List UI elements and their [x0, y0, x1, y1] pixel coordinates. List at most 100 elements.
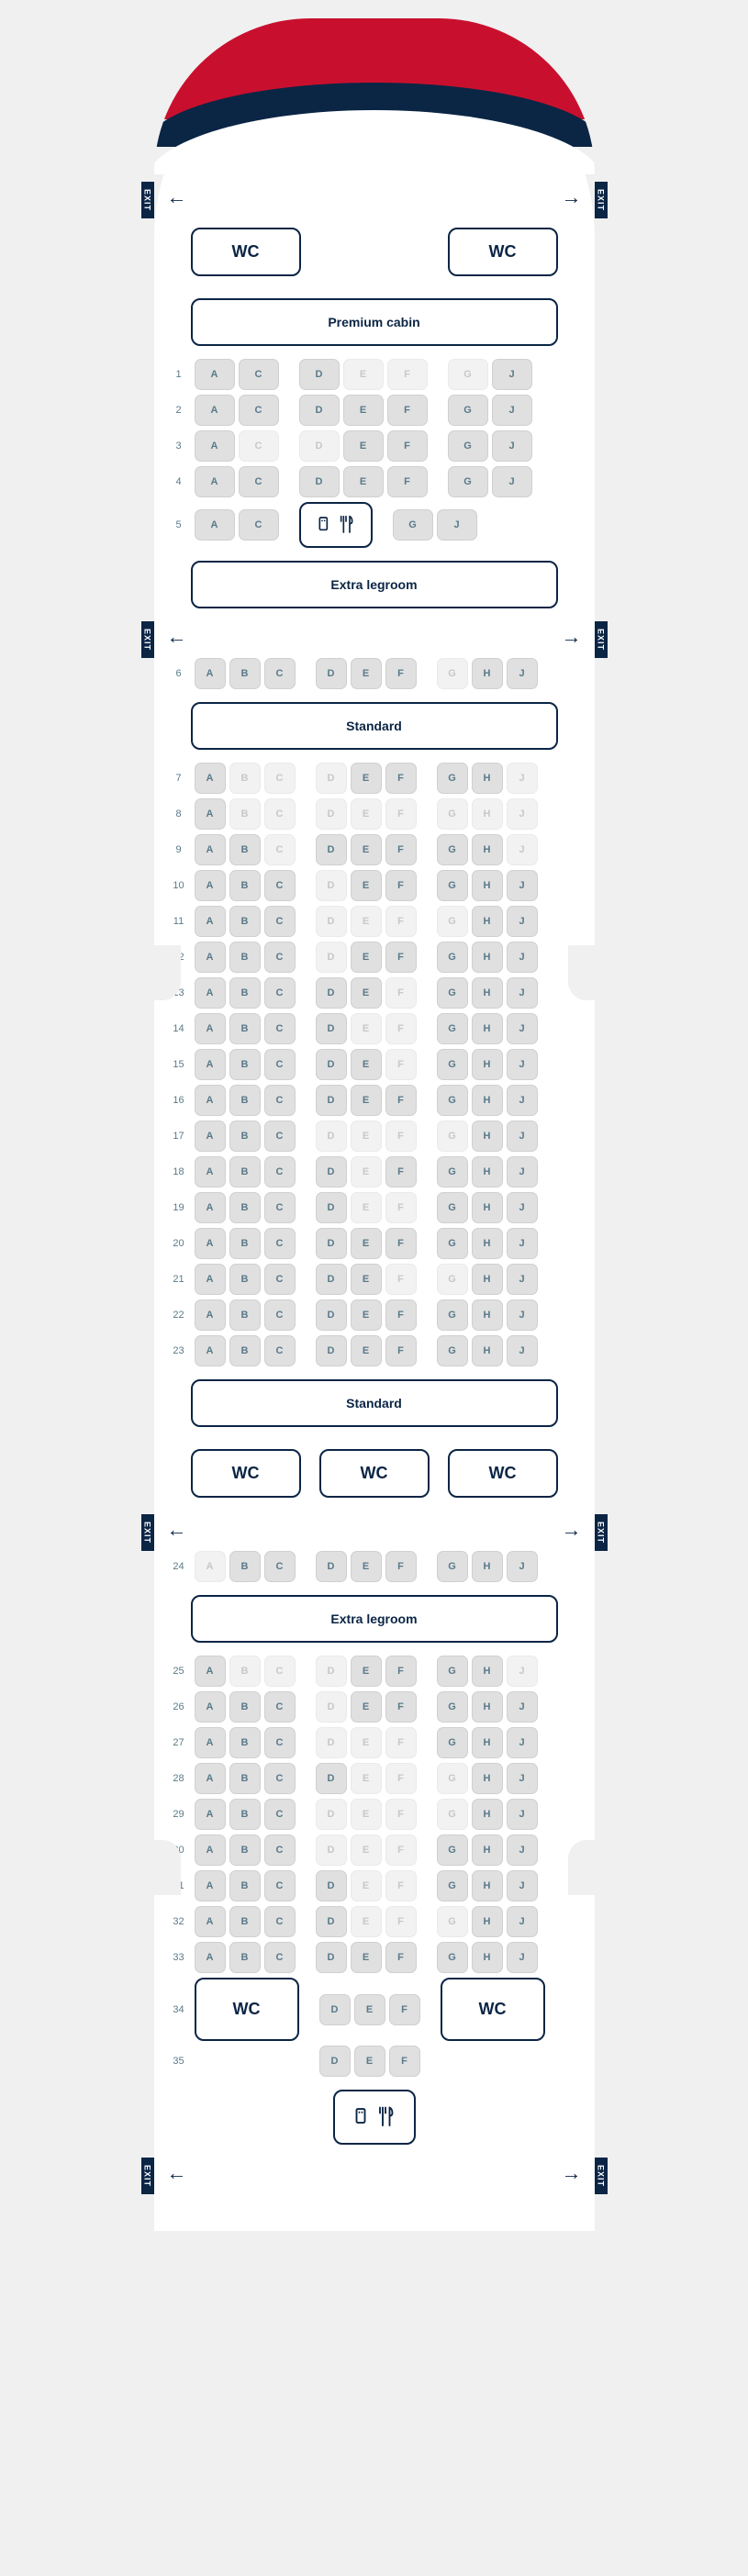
seat[interactable]: D: [316, 870, 347, 901]
seat[interactable]: J: [492, 430, 532, 462]
seat[interactable]: H: [472, 1906, 503, 1937]
seat[interactable]: J: [492, 359, 532, 390]
seat[interactable]: G: [448, 430, 488, 462]
seat[interactable]: A: [195, 1727, 226, 1758]
seat[interactable]: D: [316, 1727, 347, 1758]
seat[interactable]: A: [195, 359, 235, 390]
seat[interactable]: E: [351, 1870, 382, 1901]
seat[interactable]: E: [351, 942, 382, 973]
seat[interactable]: E: [351, 658, 382, 689]
seat[interactable]: F: [385, 1799, 417, 1830]
seat[interactable]: C: [264, 834, 296, 865]
seat[interactable]: C: [264, 1192, 296, 1223]
seat[interactable]: F: [387, 430, 428, 462]
seat[interactable]: E: [351, 870, 382, 901]
seat[interactable]: B: [229, 1335, 261, 1366]
seat[interactable]: C: [264, 1799, 296, 1830]
seat[interactable]: G: [448, 359, 488, 390]
seat[interactable]: B: [229, 1691, 261, 1723]
seat[interactable]: D: [316, 1156, 347, 1188]
seat[interactable]: J: [507, 1156, 538, 1188]
seat[interactable]: E: [351, 1727, 382, 1758]
seat[interactable]: D: [316, 977, 347, 1009]
seat[interactable]: J: [507, 1799, 538, 1830]
seat[interactable]: A: [195, 1085, 226, 1116]
seat[interactable]: G: [437, 1049, 468, 1080]
seat[interactable]: A: [195, 1228, 226, 1259]
seat[interactable]: H: [472, 1799, 503, 1830]
seat[interactable]: J: [507, 1335, 538, 1366]
seat[interactable]: D: [316, 1264, 347, 1295]
seat[interactable]: C: [264, 977, 296, 1009]
seat[interactable]: J: [507, 870, 538, 901]
seat[interactable]: J: [507, 1192, 538, 1223]
seat[interactable]: D: [316, 1013, 347, 1044]
seat[interactable]: C: [264, 1264, 296, 1295]
seat[interactable]: E: [351, 1299, 382, 1331]
seat[interactable]: J: [507, 834, 538, 865]
seat[interactable]: C: [264, 1121, 296, 1152]
seat[interactable]: F: [385, 1656, 417, 1687]
seat[interactable]: D: [316, 1942, 347, 1973]
seat[interactable]: A: [195, 977, 226, 1009]
seat[interactable]: D: [316, 763, 347, 794]
seat[interactable]: H: [472, 1192, 503, 1223]
seat[interactable]: A: [195, 395, 235, 426]
seat[interactable]: E: [343, 466, 384, 497]
seat[interactable]: H: [472, 1085, 503, 1116]
seat[interactable]: G: [437, 763, 468, 794]
seat[interactable]: J: [492, 395, 532, 426]
seat[interactable]: B: [229, 1727, 261, 1758]
seat[interactable]: G: [437, 1656, 468, 1687]
seat[interactable]: G: [437, 1834, 468, 1866]
seat[interactable]: A: [195, 906, 226, 937]
seat[interactable]: E: [351, 1264, 382, 1295]
seat[interactable]: B: [229, 942, 261, 973]
seat[interactable]: A: [195, 1264, 226, 1295]
seat[interactable]: J: [507, 1763, 538, 1794]
seat[interactable]: E: [351, 834, 382, 865]
seat[interactable]: G: [437, 1727, 468, 1758]
seat[interactable]: D: [299, 466, 340, 497]
seat[interactable]: B: [229, 1763, 261, 1794]
seat[interactable]: C: [264, 1656, 296, 1687]
seat[interactable]: H: [472, 1264, 503, 1295]
seat[interactable]: F: [385, 1121, 417, 1152]
seat[interactable]: J: [507, 1299, 538, 1331]
seat[interactable]: J: [507, 1121, 538, 1152]
seat[interactable]: D: [316, 1834, 347, 1866]
seat[interactable]: J: [507, 1691, 538, 1723]
seat[interactable]: A: [195, 1691, 226, 1723]
seat[interactable]: D: [316, 1906, 347, 1937]
seat[interactable]: B: [229, 1870, 261, 1901]
seat[interactable]: A: [195, 1049, 226, 1080]
seat[interactable]: C: [264, 1834, 296, 1866]
seat[interactable]: B: [229, 1942, 261, 1973]
seat[interactable]: E: [351, 1085, 382, 1116]
seat[interactable]: H: [472, 834, 503, 865]
seat[interactable]: D: [316, 1192, 347, 1223]
seat[interactable]: G: [437, 870, 468, 901]
seat[interactable]: F: [385, 798, 417, 830]
seat[interactable]: D: [299, 395, 340, 426]
seat[interactable]: F: [385, 1192, 417, 1223]
seat[interactable]: B: [229, 1551, 261, 1582]
seat[interactable]: D: [316, 1656, 347, 1687]
seat[interactable]: E: [351, 1049, 382, 1080]
seat[interactable]: A: [195, 1656, 226, 1687]
seat[interactable]: D: [316, 1085, 347, 1116]
seat[interactable]: C: [264, 658, 296, 689]
seat[interactable]: J: [507, 1727, 538, 1758]
seat[interactable]: B: [229, 1013, 261, 1044]
seat[interactable]: F: [385, 1299, 417, 1331]
seat[interactable]: J: [507, 798, 538, 830]
seat[interactable]: A: [195, 430, 235, 462]
seat[interactable]: E: [351, 1942, 382, 1973]
seat[interactable]: C: [264, 870, 296, 901]
seat[interactable]: F: [385, 1906, 417, 1937]
seat[interactable]: H: [472, 906, 503, 937]
seat[interactable]: B: [229, 1121, 261, 1152]
seat[interactable]: F: [387, 395, 428, 426]
seat[interactable]: J: [507, 1906, 538, 1937]
seat[interactable]: E: [351, 1335, 382, 1366]
